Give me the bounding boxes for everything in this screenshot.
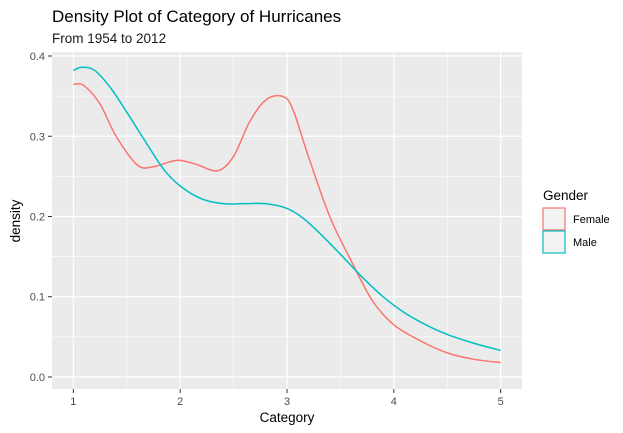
x-tick-label: 3 [284, 396, 290, 408]
y-tick-label: 0.0 [30, 372, 45, 384]
legend-title: Gender [543, 188, 589, 203]
legend-label-female: Female [573, 214, 610, 226]
x-axis-title: Category [260, 410, 315, 425]
major-gridlines [52, 52, 522, 389]
y-axis-title: density [8, 199, 23, 242]
chart-subtitle: From 1954 to 2012 [52, 31, 166, 46]
y-tick-label: 0.2 [30, 211, 45, 223]
series-line-female [73, 82, 501, 364]
legend-label-male: Male [573, 237, 597, 249]
x-tick-label: 4 [391, 396, 397, 408]
series-layer [73, 66, 501, 364]
x-tick-label: 5 [498, 396, 504, 408]
chart-title: Density Plot of Category of Hurricanes [52, 7, 341, 26]
legend-key-female [542, 207, 566, 231]
series-line-male [73, 66, 501, 352]
x-axis-ticks: 1 2 3 4 5 [70, 389, 504, 408]
y-axis-ticks: 0.0 0.1 0.2 0.3 0.4 [30, 51, 52, 384]
legend: Gender Female Male [542, 188, 610, 254]
y-tick-label: 0.1 [30, 292, 45, 304]
y-tick-label: 0.3 [30, 131, 45, 143]
x-tick-label: 2 [177, 396, 183, 408]
legend-key-male [542, 230, 566, 254]
y-tick-label: 0.4 [30, 51, 45, 63]
x-tick-label: 1 [70, 396, 76, 408]
